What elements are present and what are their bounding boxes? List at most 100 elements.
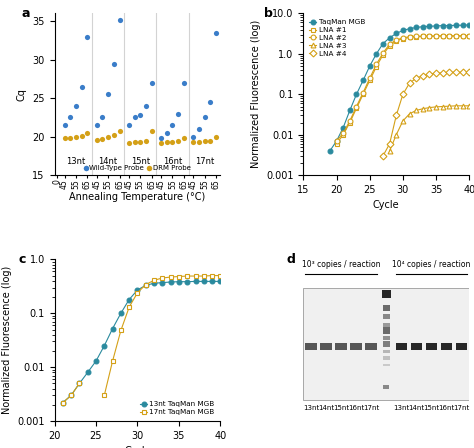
LNA #4 (387, 141, 392, 146)
LNA #4 (453, 69, 459, 75)
TaqMan MGB (433, 23, 439, 29)
Point (125, 139, 133, 146)
TaqMan MGB (367, 63, 373, 69)
TaqMan MGB (360, 78, 366, 83)
Y-axis label: Normalized Fluorescence (log): Normalized Fluorescence (log) (2, 266, 12, 414)
Point (137, 112, 144, 119)
LNA #3 (387, 148, 392, 154)
TaqMan MGB (407, 26, 412, 31)
Bar (383, 323, 390, 327)
Bar (383, 336, 390, 340)
LNA #4 (447, 69, 452, 75)
Point (93, 121, 100, 129)
LNA #3 (413, 108, 419, 113)
Point (78, 83, 85, 90)
13nt TaqMan MGB (77, 381, 82, 386)
Text: 13nt: 13nt (303, 405, 319, 411)
LNA #3 (420, 106, 426, 112)
Line: 13nt TaqMan MGB: 13nt TaqMan MGB (60, 279, 223, 405)
Point (104, 91, 112, 98)
LNA #4 (420, 73, 426, 78)
Bar (383, 341, 390, 347)
Point (212, 133, 220, 140)
Point (137, 138, 144, 146)
Bar (305, 343, 317, 350)
LNA #1 (347, 120, 353, 125)
LNA #2 (340, 130, 346, 136)
Point (207, 137, 214, 144)
Text: 17nt: 17nt (454, 405, 470, 411)
LNA #3 (427, 105, 432, 110)
Line: LNA #2: LNA #2 (334, 33, 472, 143)
Bar (441, 343, 452, 350)
LNA #4 (413, 76, 419, 81)
LNA #3 (393, 132, 399, 138)
LNA #4 (466, 69, 472, 75)
LNA #2 (447, 33, 452, 39)
13nt TaqMan MGB (192, 279, 199, 284)
LNA #1 (460, 34, 465, 39)
Point (201, 138, 209, 145)
Text: 15nt: 15nt (131, 157, 150, 166)
TaqMan MGB (427, 24, 432, 29)
LNA #2 (380, 50, 386, 56)
Bar (383, 350, 390, 353)
13nt TaqMan MGB (101, 343, 107, 349)
LNA #4 (380, 153, 386, 159)
Text: 17nt: 17nt (195, 157, 214, 166)
LNA #1 (387, 43, 392, 48)
Text: 14nt: 14nt (99, 157, 118, 166)
Point (201, 114, 209, 121)
13nt TaqMan MGB (93, 358, 99, 364)
LNA #2 (466, 33, 472, 39)
Text: 10⁴ copies / reaction: 10⁴ copies / reaction (392, 260, 471, 269)
Point (83, 33, 91, 40)
Bar (383, 385, 389, 389)
Text: 16nt: 16nt (163, 157, 182, 166)
LNA #4 (393, 113, 399, 118)
LNA #4 (427, 71, 432, 77)
LNA #1 (360, 92, 366, 97)
LNA #1 (413, 34, 419, 39)
LNA #3 (466, 103, 472, 108)
Bar (426, 343, 438, 350)
TaqMan MGB (374, 51, 379, 56)
LNA #1 (427, 34, 432, 39)
X-axis label: Cycle: Cycle (124, 446, 151, 448)
X-axis label: Annealing Temperature (°C): Annealing Temperature (°C) (69, 192, 206, 202)
Legend: TaqMan MGB, LNA #1, LNA #2, LNA #3, LNA #4: TaqMan MGB, LNA #1, LNA #2, LNA #3, LNA … (307, 17, 367, 59)
13nt TaqMan MGB (85, 370, 91, 375)
LNA #2 (374, 62, 379, 67)
Point (66, 114, 74, 121)
Point (195, 138, 203, 146)
LNA #2 (453, 33, 459, 39)
LNA #1 (393, 38, 399, 43)
LNA #1 (447, 34, 452, 39)
TaqMan MGB (447, 23, 452, 28)
LNA #2 (420, 34, 426, 39)
LNA #3 (440, 104, 446, 109)
Point (104, 134, 112, 141)
Bar (396, 343, 407, 350)
Text: 14nt: 14nt (409, 405, 425, 411)
X-axis label: Cycle: Cycle (373, 201, 400, 211)
Point (83, 129, 91, 137)
LNA #3 (453, 103, 459, 108)
LNA #2 (460, 33, 465, 39)
TaqMan MGB (413, 25, 419, 30)
Point (180, 79, 188, 86)
Point (116, 16, 123, 23)
Bar (383, 357, 390, 360)
TaqMan MGB (340, 125, 346, 130)
Point (99, 135, 106, 142)
Line: 17nt TaqMan MGB: 17nt TaqMan MGB (60, 381, 82, 405)
Y-axis label: Cq: Cq (17, 88, 27, 101)
Point (190, 133, 197, 140)
17nt TaqMan MGB (77, 381, 82, 386)
17nt TaqMan MGB (68, 393, 74, 398)
Point (61, 135, 68, 142)
Bar (383, 306, 390, 311)
LNA #2 (347, 118, 353, 124)
Line: LNA #3: LNA #3 (387, 103, 472, 153)
Text: 13nt: 13nt (66, 157, 86, 166)
